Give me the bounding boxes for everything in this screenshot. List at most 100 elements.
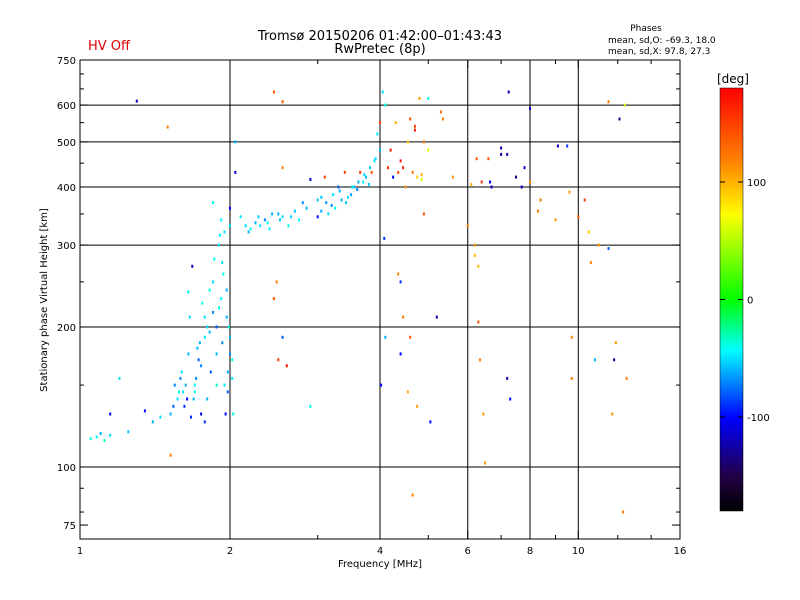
echo-point — [187, 352, 190, 356]
echo-point — [614, 341, 617, 345]
echo-point — [221, 341, 224, 345]
echo-point — [422, 212, 425, 216]
echo-point — [507, 90, 510, 94]
echo-point — [215, 352, 218, 356]
echo-point — [387, 166, 389, 170]
echo-point — [187, 290, 190, 294]
echo-point — [208, 330, 211, 334]
echo-point — [272, 297, 275, 301]
echo-point — [206, 397, 209, 401]
echo-point — [279, 218, 281, 222]
echo-point — [212, 201, 215, 205]
echo-point — [554, 218, 557, 222]
echo-point — [172, 404, 175, 408]
phases-x-stats: mean, sd,X: 97.8, 27.3 — [608, 47, 710, 57]
echo-point — [523, 166, 526, 170]
echo-point — [520, 185, 523, 189]
echo-point — [475, 157, 478, 161]
echo-point — [370, 170, 373, 174]
x-tick-label-1: 1 — [77, 546, 83, 557]
echo-point — [200, 412, 203, 416]
echo-point — [607, 247, 610, 250]
echo-point — [229, 224, 231, 228]
echo-point — [293, 209, 296, 213]
echo-point — [234, 140, 237, 144]
echo-point — [625, 376, 628, 380]
echo-point — [213, 257, 216, 261]
echo-point — [109, 412, 112, 416]
echo-point — [215, 325, 218, 329]
echo-point — [188, 315, 191, 319]
echo-point — [611, 412, 614, 416]
y-tick-label-300: 300 — [57, 241, 76, 252]
echo-point — [477, 320, 480, 324]
echo-point — [266, 221, 269, 225]
echo-point — [173, 383, 176, 387]
echo-point — [231, 358, 234, 362]
echo-point — [212, 280, 215, 284]
echo-point — [622, 510, 625, 514]
echo-point — [380, 383, 383, 387]
echo-point — [490, 185, 493, 189]
echo-point — [95, 435, 98, 439]
colorbar-tick-label--100: -100 — [747, 413, 770, 424]
echo-point — [473, 253, 476, 257]
echo-point — [429, 420, 432, 424]
echo-point — [577, 215, 580, 219]
echo-point — [566, 144, 569, 148]
echo-point — [435, 315, 438, 319]
y-tick-label-75: 75 — [63, 521, 76, 532]
echo-point — [166, 125, 169, 129]
y-tick-label-600: 600 — [57, 101, 76, 112]
echo-point — [587, 230, 590, 234]
echo-point — [570, 335, 573, 339]
echo-point — [220, 297, 223, 301]
y-tick-label-750: 750 — [57, 56, 76, 67]
echo-point — [193, 383, 196, 387]
echo-point — [209, 370, 212, 374]
echo-point — [195, 376, 198, 380]
echo-point — [537, 209, 539, 213]
echo-point — [323, 175, 326, 179]
echo-point — [305, 206, 308, 210]
echo-point — [332, 193, 335, 197]
echo-point — [223, 230, 226, 234]
echo-point — [394, 121, 397, 125]
echo-point — [427, 96, 430, 100]
echo-point — [201, 301, 204, 305]
echo-point — [206, 325, 209, 329]
echo-point — [143, 409, 146, 413]
echo-point — [416, 175, 419, 179]
echo-point — [229, 206, 231, 210]
echo-point — [191, 264, 194, 268]
echo-point — [281, 335, 284, 339]
echo-point — [179, 376, 182, 380]
echo-point — [222, 272, 225, 276]
echo-point — [397, 272, 400, 276]
echo-point — [568, 190, 571, 194]
echo-point — [402, 166, 405, 170]
echo-point — [220, 218, 223, 222]
echo-point — [389, 148, 392, 152]
echo-point — [466, 224, 469, 228]
echo-point — [506, 152, 509, 156]
echo-point — [593, 358, 596, 362]
echo-point — [411, 170, 414, 174]
echo-point — [427, 148, 430, 152]
echo-point — [402, 315, 405, 319]
echo-point — [539, 198, 542, 202]
echo-point — [234, 170, 237, 174]
echo-point — [362, 180, 365, 184]
echo-point — [404, 185, 407, 189]
axis-ticks: 1 2 4 6 8 10 16 75 100 200 300 400 500 600 750 — [57, 56, 686, 557]
echo-point — [570, 376, 573, 380]
echo-point — [159, 415, 162, 419]
x-tick-label-10: 10 — [572, 546, 585, 557]
echo-point — [215, 383, 218, 387]
echo-point — [376, 132, 379, 136]
echo-point — [297, 218, 300, 222]
echo-point — [367, 183, 370, 186]
echo-point — [356, 188, 359, 191]
echo-point — [500, 152, 503, 156]
echo-point — [190, 415, 192, 419]
